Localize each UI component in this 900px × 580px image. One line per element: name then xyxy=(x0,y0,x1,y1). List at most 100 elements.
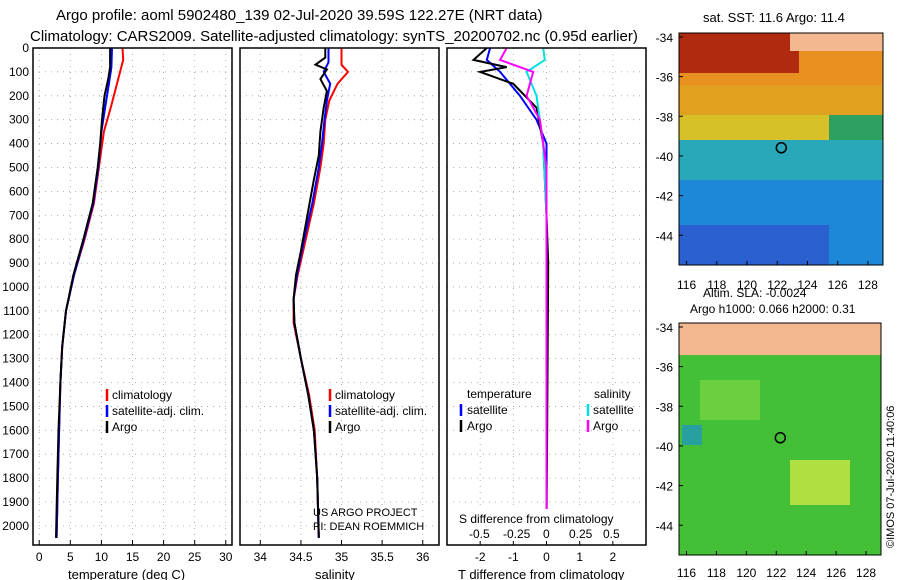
difference-panel: -2 -1 0 1 2 T difference from climatology S … xyxy=(446,47,647,580)
sst-warmest-band xyxy=(679,33,799,73)
x-tick-label: 0 xyxy=(36,550,43,564)
lat-tick-label: -44 xyxy=(656,229,674,243)
legend-salinity-title: salinity xyxy=(594,387,631,401)
lat-tick-label: -34 xyxy=(656,321,674,335)
salinity-tick-labels: 34 34.5 35 35.5 36 xyxy=(254,550,430,564)
temperature-grid xyxy=(33,47,232,545)
lat-tick-label: -36 xyxy=(656,71,674,85)
depth-tick-label: 1100 xyxy=(3,304,29,318)
salinity-lines xyxy=(292,48,350,538)
lat-tick-label: -44 xyxy=(656,519,674,533)
lon-tick-label: 116 xyxy=(677,566,696,580)
sla-yellow-patch xyxy=(790,460,850,505)
series-line xyxy=(498,48,548,538)
x-tick-label: 20 xyxy=(157,550,171,564)
legend-t-argo: Argo xyxy=(467,419,493,433)
series-line xyxy=(55,48,125,538)
lon-tick-label: 122 xyxy=(767,278,787,292)
lon-tick-label: 126 xyxy=(828,278,848,292)
x-tick-label: 1 xyxy=(576,550,583,564)
depth-tick-label: 0 xyxy=(22,41,29,55)
depth-tick-label: 100 xyxy=(9,65,29,79)
sla-field-base xyxy=(679,323,881,555)
lon-tick-label: 126 xyxy=(826,566,846,580)
difference-frame xyxy=(446,47,647,546)
salinity-grid xyxy=(240,47,439,545)
sst-dark-blue-band xyxy=(679,225,829,265)
legend-satellite: satellite-adj. clim. xyxy=(335,404,427,418)
sla-cyan-patch xyxy=(682,425,702,445)
depth-tick-label: 1300 xyxy=(2,352,29,366)
credit-line1: US ARGO PROJECT xyxy=(313,507,418,519)
s-axis-backdrop xyxy=(450,509,643,541)
temperature-lines xyxy=(55,48,125,538)
sla-lat-labels: -34 -36 -38 -40 -42 -44 xyxy=(656,321,683,533)
temperature-xlabel: temperature (deg C) xyxy=(68,567,185,580)
series-line xyxy=(292,48,332,538)
temperature-legend: climatology satellite-adj. clim. Argo xyxy=(105,388,204,434)
depth-tick-labels: 0 100 200 300 400 500 600 700 800 900 1000 1100 1200… xyxy=(2,41,29,533)
depth-tick-label: 800 xyxy=(9,232,29,246)
x-tick-label: 25 xyxy=(188,550,202,564)
depth-tick-label: 300 xyxy=(9,113,29,127)
lon-tick-label: 120 xyxy=(736,566,756,580)
sla-light-patch xyxy=(700,380,760,420)
lat-tick-label: -40 xyxy=(656,150,674,164)
sla-profile-marker xyxy=(774,432,787,444)
sla-map-title: Altim. SLA: -0.0024 xyxy=(703,286,807,300)
x-tick-label: 35.5 xyxy=(370,550,394,564)
depth-tick-label: 700 xyxy=(9,208,29,222)
depth-tick-label: 1500 xyxy=(2,399,29,413)
x-tick-label: 0 xyxy=(543,550,550,564)
sla-lon-labels: 116 118 120 122 124 126 128 xyxy=(677,551,876,580)
sst-lat-labels: -34 -36 -38 -40 -42 -44 xyxy=(656,31,683,243)
s-difference-label: S difference from climatology xyxy=(459,512,614,526)
x-tick-label: -2 xyxy=(475,550,486,564)
lon-tick-label: 116 xyxy=(677,278,696,292)
sst-cyan-band xyxy=(679,140,883,180)
lon-tick-label: 128 xyxy=(856,566,876,580)
imos-stamp: ©IMOS 07-Jul-2020 11:40:06 xyxy=(885,406,897,548)
temperature-panel: 0100200300400500600700800900100011001200… xyxy=(2,41,232,580)
sla-map-subtitle: Argo h1000: 0.066 h2000: 0.31 xyxy=(690,302,856,316)
depth-tick-label: 600 xyxy=(9,184,29,198)
legend-t-satellite: satellite xyxy=(467,403,508,417)
legend-temperature-title: temperature xyxy=(467,387,532,401)
depth-tick-label: 1600 xyxy=(2,423,29,437)
lat-tick-label: -40 xyxy=(656,440,674,454)
sst-field xyxy=(679,33,883,265)
depth-tick-label: 500 xyxy=(9,160,29,174)
series-line xyxy=(485,48,548,538)
x-tick-label: 5 xyxy=(67,550,74,564)
series-line xyxy=(55,48,112,538)
lon-tick-label: 122 xyxy=(766,566,786,580)
depth-tick-label: 1800 xyxy=(2,471,29,485)
legend-argo: Argo xyxy=(335,420,361,434)
difference-xlabel: T difference from climatology xyxy=(458,567,625,580)
legend-argo: Argo xyxy=(112,420,138,434)
lat-tick-label: -36 xyxy=(656,361,674,375)
sst-yellow-band xyxy=(679,115,829,140)
x-tick-label: 34.5 xyxy=(289,550,313,564)
lon-tick-label: 118 xyxy=(707,278,726,292)
salinity-frame xyxy=(239,47,440,546)
legend-climatology: climatology xyxy=(112,388,172,402)
temperature-frame xyxy=(32,47,233,546)
lon-tick-label: 120 xyxy=(737,278,757,292)
lat-tick-label: -38 xyxy=(656,400,674,414)
s-tick-label: 0.25 xyxy=(569,527,593,541)
x-tick-label: 36 xyxy=(416,550,430,564)
lon-tick-label: 124 xyxy=(796,566,816,580)
x-tick-label: 30 xyxy=(219,550,233,564)
sst-land-patch xyxy=(790,33,883,51)
difference-tick-labels: -2 -1 0 1 2 xyxy=(475,550,617,564)
title-line2: Climatology: CARS2009. Satellite-adjuste… xyxy=(30,28,638,45)
lat-tick-label: -42 xyxy=(656,480,674,494)
series-line xyxy=(55,48,113,538)
lat-tick-label: -38 xyxy=(656,110,674,124)
legend-satellite: satellite-adj. clim. xyxy=(112,404,204,418)
sst-frame xyxy=(678,32,884,266)
series-line xyxy=(292,48,329,538)
x-tick-label: 15 xyxy=(126,550,140,564)
depth-tick-label: 1900 xyxy=(2,495,29,509)
